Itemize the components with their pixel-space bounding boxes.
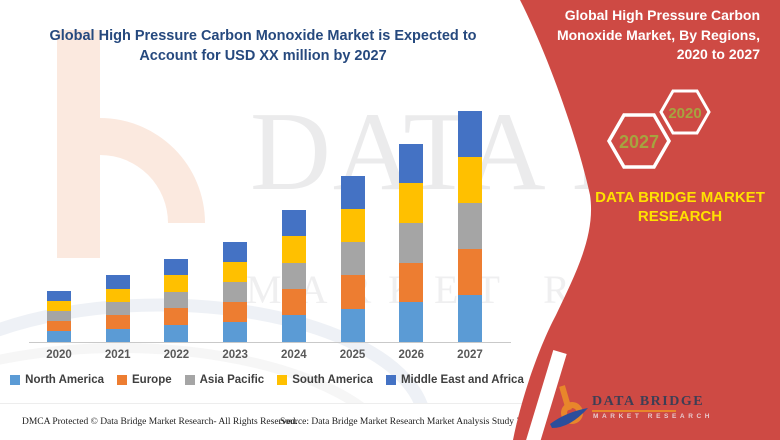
bar-segment-2027-asia-pacific xyxy=(457,203,482,249)
legend-label: Asia Pacific xyxy=(199,374,265,386)
x-axis-label-2023: 2023 xyxy=(222,349,248,361)
bar-2024 xyxy=(281,210,306,342)
bar-segment-2024-asia-pacific xyxy=(281,263,306,289)
bar-2025 xyxy=(340,176,365,342)
bar-segment-2022-north-america xyxy=(164,325,189,342)
panel-heading-line3: 2020 to 2027 xyxy=(676,46,760,62)
x-axis-label-2021: 2021 xyxy=(104,349,131,361)
bar-segment-2025-asia-pacific xyxy=(340,242,365,275)
bar-segment-2020-middle-east-and-africa xyxy=(47,291,71,301)
panel-heading: Global High Pressure Carbon Monoxide Mar… xyxy=(510,6,760,65)
hexagon-2020-label: 2020 xyxy=(668,105,701,122)
legend-label: South America xyxy=(292,374,373,386)
hexagon-2027 xyxy=(606,113,672,169)
bar-segment-2020-asia-pacific xyxy=(47,311,71,321)
x-axis-label-2020: 2020 xyxy=(46,349,72,361)
x-axis-label-2024: 2024 xyxy=(281,349,307,361)
brand-line1: DATA BRIDGE MARKET xyxy=(595,189,765,206)
bar-segment-2021-south-america xyxy=(105,289,130,302)
bar-segment-2020-europe xyxy=(47,321,71,331)
bar-segment-2025-middle-east-and-africa xyxy=(340,176,365,209)
legend-swatch-icon xyxy=(184,375,195,385)
logo-title: DATA BRIDGE xyxy=(592,394,705,409)
legend-swatch-icon xyxy=(277,375,288,385)
legend-item-south-america: South America xyxy=(277,374,373,386)
panel-heading-line1: Global High Pressure Carbon xyxy=(564,7,760,23)
bar-segment-2027-south-america xyxy=(457,157,482,203)
bar-segment-2022-asia-pacific xyxy=(164,292,189,308)
chart-title-line2: Account for USD XX million by 2027 xyxy=(139,48,387,64)
x-axis-label-2027: 2027 xyxy=(457,349,483,361)
bar-segment-2026-middle-east-and-africa xyxy=(399,144,424,183)
legend-item-europe: Europe xyxy=(117,374,172,386)
legend-item-middle-east-and-africa: Middle East and Africa xyxy=(385,374,524,386)
x-axis-line xyxy=(29,342,511,343)
legend-swatch-icon xyxy=(10,375,21,385)
chart-title: Global High Pressure Carbon Monoxide Mar… xyxy=(38,26,488,66)
bar-segment-2026-north-america xyxy=(399,302,424,342)
bar-segment-2021-north-america xyxy=(105,329,130,342)
bar-segment-2024-middle-east-and-africa xyxy=(281,210,306,236)
x-axis-labels: 2020 2021 2022 2023 2024 2025 2026 2027 xyxy=(35,349,507,363)
chart-legend: North America Europe Asia Pacific South Ame… xyxy=(10,374,524,386)
x-axis-label-2022: 2022 xyxy=(163,349,190,361)
bar-2020 xyxy=(47,291,71,342)
bar-segment-2025-south-america xyxy=(340,209,365,242)
bar-segment-2027-middle-east-and-africa xyxy=(457,111,482,157)
bar-segment-2025-europe xyxy=(340,275,365,309)
legend-label: Middle East and Africa xyxy=(400,374,524,386)
x-axis-label-2025: 2025 xyxy=(339,349,366,361)
plot-area xyxy=(29,105,511,343)
bar-segment-2023-north-america xyxy=(223,322,248,342)
footer-copyright: DMCA Protected © Data Bridge Market Rese… xyxy=(22,417,298,427)
legend-item-asia-pacific: Asia Pacific xyxy=(184,374,265,386)
hexagon-2027-label: 2027 xyxy=(619,132,659,152)
bar-2022 xyxy=(164,259,189,342)
hexagon-2020 xyxy=(659,89,711,135)
year-hexagons: 2020 2027 xyxy=(606,89,711,169)
bar-2023 xyxy=(223,242,248,342)
databridge-logo: DATA BRIDGE MARKET RESEARCH xyxy=(550,384,760,430)
chart-title-line1: Global High Pressure Carbon Monoxide Mar… xyxy=(49,28,477,44)
logo-subtitle: MARKET RESEARCH xyxy=(593,413,714,420)
x-axis-label-2026: 2026 xyxy=(398,349,425,361)
bar-segment-2026-south-america xyxy=(399,183,424,223)
bar-segment-2025-north-america xyxy=(340,309,365,342)
bar-2026 xyxy=(399,144,424,342)
bar-segment-2022-middle-east-and-africa xyxy=(164,259,189,275)
bar-segment-2021-asia-pacific xyxy=(105,302,130,315)
bar-segment-2022-europe xyxy=(164,308,189,325)
footer-source: Source: Data Bridge Market Research Mark… xyxy=(280,417,536,427)
brand-name: DATA BRIDGE MARKET RESEARCH xyxy=(592,188,768,226)
bar-segment-2023-europe xyxy=(223,302,248,322)
bar-segment-2021-middle-east-and-africa xyxy=(105,275,130,289)
bar-segment-2020-north-america xyxy=(47,331,71,342)
bar-segment-2027-europe xyxy=(457,249,482,295)
legend-label: Europe xyxy=(132,374,172,386)
bar-segment-2024-north-america xyxy=(281,315,306,342)
panel-heading-line2: Monoxide Market, By Regions, xyxy=(556,26,760,43)
bar-segment-2021-europe xyxy=(105,315,130,329)
logo-underline xyxy=(592,410,676,412)
brand-line2: RESEARCH xyxy=(637,208,723,225)
bar-2027 xyxy=(457,111,482,342)
legend-swatch-icon xyxy=(385,375,396,385)
bar-segment-2024-south-america xyxy=(281,236,306,263)
bar-segment-2024-europe xyxy=(281,289,306,315)
bar-segment-2020-south-america xyxy=(47,301,71,311)
legend-swatch-icon xyxy=(117,375,127,385)
bar-segment-2023-middle-east-and-africa xyxy=(223,242,248,262)
bar-segment-2026-asia-pacific xyxy=(399,223,424,263)
bar-segment-2023-south-america xyxy=(223,262,248,282)
bar-2021 xyxy=(105,275,130,342)
legend-label: North America xyxy=(25,374,104,386)
legend-item-north-america: North America xyxy=(10,374,104,386)
bar-segment-2027-north-america xyxy=(457,295,482,342)
logo-b-icon xyxy=(550,385,588,428)
bar-segment-2026-europe xyxy=(399,263,424,302)
bar-segment-2022-south-america xyxy=(164,275,189,292)
bar-segment-2023-asia-pacific xyxy=(223,282,248,302)
